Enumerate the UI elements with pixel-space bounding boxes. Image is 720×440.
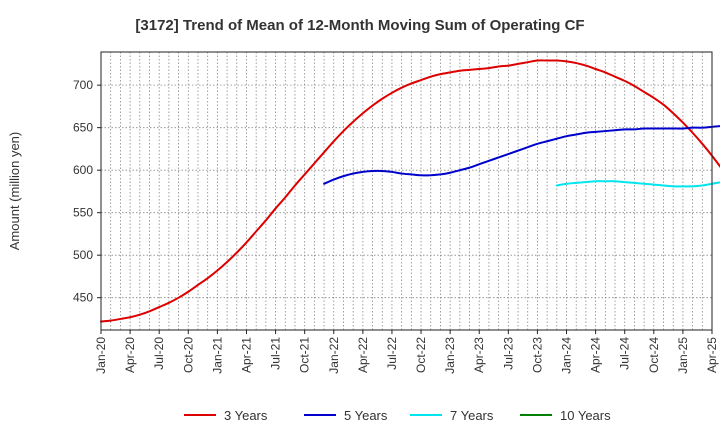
legend-label: 7 Years (450, 408, 494, 423)
series-lines (100, 59, 720, 323)
x-tick-label: Apr-23 (472, 337, 486, 373)
legend: 3 Years 5 Years 7 Years 10 Years (184, 408, 611, 423)
x-tick-label: Oct-22 (414, 337, 428, 373)
y-tick-label: 550 (73, 206, 93, 220)
series-line-3-years (100, 59, 720, 323)
y-tick-label: 650 (73, 121, 93, 135)
x-tick-label: Jan-21 (210, 337, 224, 374)
x-tick-label: Jan-24 (560, 337, 574, 374)
legend-item-10-years: 10 Years (520, 408, 611, 423)
y-tick-label: 500 (73, 248, 93, 262)
x-tick-label: Apr-22 (356, 337, 370, 373)
series-line-5-years (323, 125, 720, 185)
legend-item-5-years: 5 Years (304, 408, 388, 423)
x-tick-labels: Jan-20 Apr-20 Jul-20 Oct-20 Jan-21 Apr-21 Jul-… (94, 330, 719, 374)
x-tick-label: Oct-20 (181, 337, 195, 373)
x-tick-label: Apr-25 (705, 337, 719, 373)
grid (101, 52, 712, 330)
x-tick-label: Apr-20 (123, 337, 137, 373)
y-tick-label: 450 (73, 291, 93, 305)
x-tick-label: Jul-22 (385, 337, 399, 370)
x-tick-label: Jul-24 (618, 337, 632, 370)
legend-label: 3 Years (224, 408, 268, 423)
x-tick-label: Jan-23 (443, 337, 457, 374)
y-tick-label: 600 (73, 163, 93, 177)
plot-frame (100, 51, 713, 331)
chart-title: [3172] Trend of Mean of 12-Month Moving … (135, 17, 584, 34)
legend-item-3-years: 3 Years (184, 408, 268, 423)
x-tick-label: Jan-25 (676, 337, 690, 374)
legend-item-7-years: 7 Years (410, 408, 494, 423)
legend-label: 10 Years (560, 408, 611, 423)
x-tick-label: Jan-22 (327, 337, 341, 374)
series-line-7-years (555, 180, 720, 188)
x-tick-label: Apr-24 (589, 337, 603, 373)
x-tick-label: Oct-24 (647, 337, 661, 373)
x-tick-label: Apr-21 (239, 337, 253, 373)
y-tick-labels: 450 500 550 600 650 700 (73, 78, 101, 305)
x-tick-label: Jan-20 (94, 337, 108, 374)
x-tick-label: Jul-21 (269, 337, 283, 370)
x-tick-label: Oct-23 (530, 337, 544, 373)
y-tick-label: 700 (73, 78, 93, 92)
legend-label: 5 Years (344, 408, 388, 423)
y-axis-label: Amount (million yen) (7, 132, 22, 251)
x-tick-label: Jul-20 (152, 337, 166, 370)
x-tick-label: Oct-21 (298, 337, 312, 373)
x-tick-label: Jul-23 (501, 337, 515, 370)
